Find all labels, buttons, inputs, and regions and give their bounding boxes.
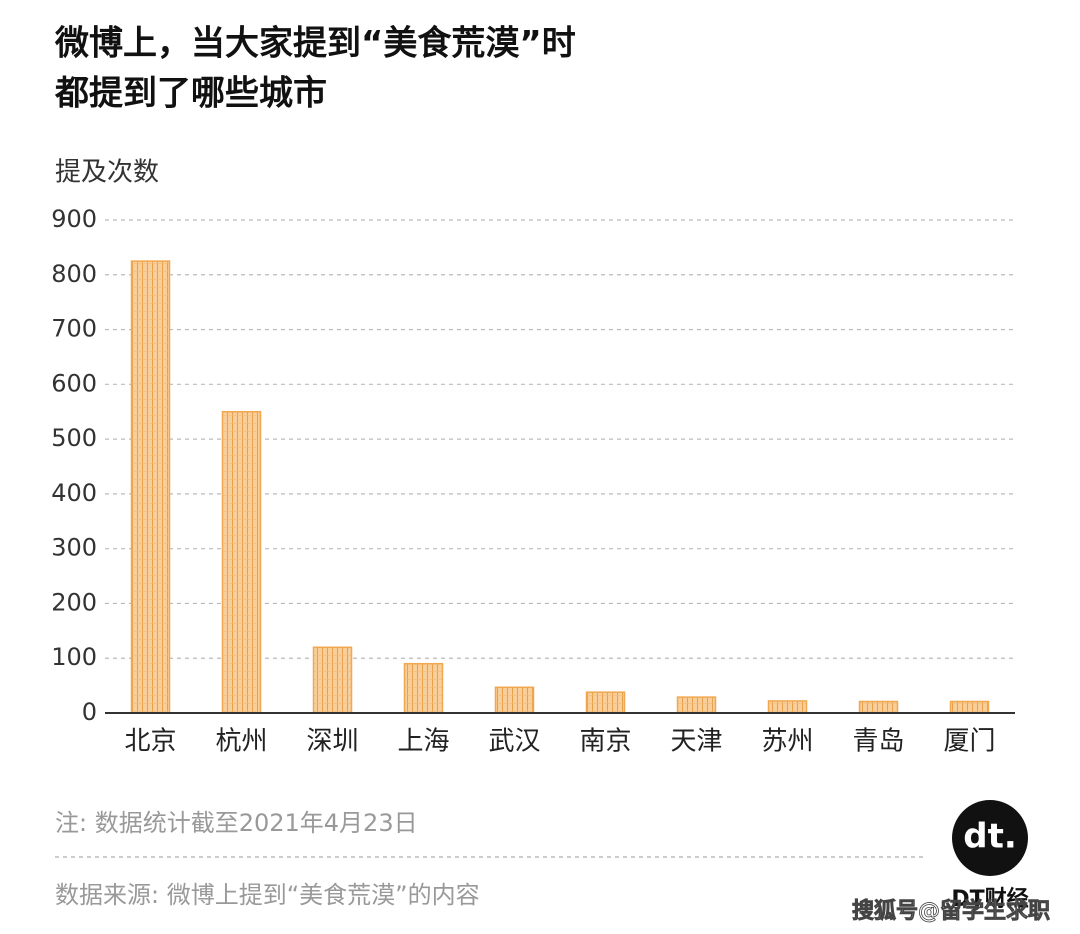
bar xyxy=(676,696,717,714)
chart-title: 微博上，当大家提到“美食荒漠”时 xyxy=(54,24,576,64)
bar xyxy=(949,700,990,714)
bar xyxy=(403,662,444,714)
bar xyxy=(585,691,626,714)
y-tick-label: 700 xyxy=(51,315,97,343)
x-tick-label: 苏州 xyxy=(761,727,813,757)
source: 数据来源: 微博上提到“美食荒漠”的内容 xyxy=(55,881,480,909)
chart-subtitle: 都提到了哪些城市 xyxy=(54,74,327,114)
logo-circle xyxy=(952,800,1028,876)
y-tick-label: 900 xyxy=(51,205,97,233)
y-tick-label: 800 xyxy=(51,260,97,288)
logo-mark: dt. xyxy=(963,817,1017,857)
note: 注: 数据统计截至2021年4月23日 xyxy=(55,809,418,837)
y-tick-label: 100 xyxy=(51,643,97,671)
y-tick-label: 200 xyxy=(51,588,97,616)
plot-area: 0 100 200 300 400 500 600 700 800 900 北京 杭州 深圳 上海 武汉 南京… xyxy=(51,205,1015,757)
watermark: 搜狐号@留学生求职 xyxy=(852,898,1050,924)
x-tick-label: 杭州 xyxy=(215,727,267,757)
x-tick-label: 天津 xyxy=(670,727,722,757)
bar xyxy=(494,686,535,714)
bar xyxy=(858,700,899,714)
x-tick-label: 上海 xyxy=(397,727,449,757)
x-tick-label: 武汉 xyxy=(488,727,540,757)
bar xyxy=(312,646,353,714)
y-tick-label: 300 xyxy=(51,534,97,562)
logo-text: DT财经 xyxy=(951,886,1028,912)
bar xyxy=(221,410,262,714)
bar xyxy=(130,260,171,714)
x-tick-label: 北京 xyxy=(124,727,176,757)
x-tick-label: 青岛 xyxy=(852,727,904,757)
x-tick-label: 南京 xyxy=(579,727,631,757)
bar xyxy=(767,700,808,714)
y-tick-label: 500 xyxy=(51,424,97,452)
y-axis-label: 提及次数 xyxy=(55,158,159,188)
x-tick-label: 厦门 xyxy=(943,727,995,757)
y-tick-label: 600 xyxy=(51,369,97,397)
y-tick-label: 400 xyxy=(51,479,97,507)
x-tick-label: 深圳 xyxy=(306,727,358,757)
y-tick-label: 0 xyxy=(82,698,97,726)
